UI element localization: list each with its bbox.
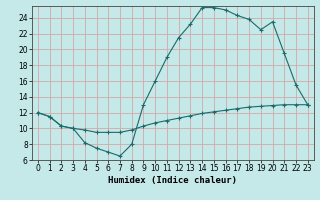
X-axis label: Humidex (Indice chaleur): Humidex (Indice chaleur) bbox=[108, 176, 237, 185]
